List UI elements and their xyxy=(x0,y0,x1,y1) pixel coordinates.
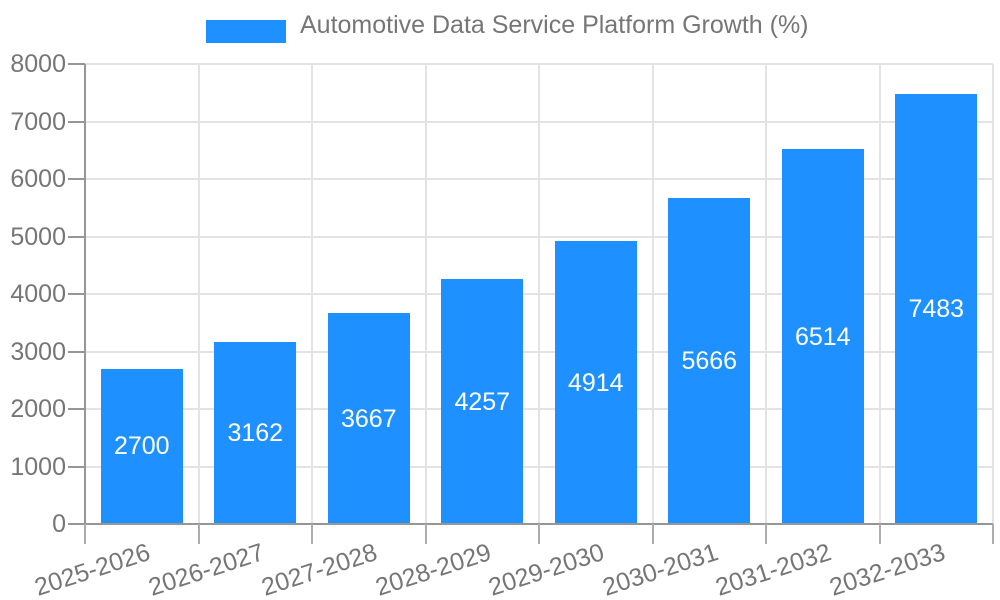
x-gridline xyxy=(424,64,427,524)
x-axis-label: 2026-2027 xyxy=(144,538,268,600)
legend[interactable]: Automotive Data Service Platform Growth … xyxy=(206,13,809,43)
bar-value-label: 4257 xyxy=(454,387,511,416)
x-axis-label: 2025-2026 xyxy=(31,538,154,600)
bar xyxy=(441,279,524,524)
bar xyxy=(554,241,637,524)
x-axis-label: 2029-2030 xyxy=(485,538,608,600)
y-tick xyxy=(68,465,85,468)
legend-label: Automotive Data Service Platform Growth … xyxy=(300,11,809,39)
y-axis-label: 2000 xyxy=(10,395,66,423)
bar xyxy=(781,149,864,524)
y-axis-label: 1000 xyxy=(10,452,66,481)
bar-value-label: 7483 xyxy=(908,294,965,323)
x-gridline xyxy=(878,64,881,524)
x-gridline xyxy=(765,64,767,524)
y-axis-label: 7000 xyxy=(10,107,66,136)
bar-value-label: 2700 xyxy=(113,432,170,461)
y-axis-label: 3000 xyxy=(10,337,66,366)
y-axis-label: 8000 xyxy=(10,50,66,78)
x-gridline xyxy=(538,64,540,524)
x-axis-label: 2031-2032 xyxy=(712,538,835,600)
x-axis-label: 2030-2031 xyxy=(598,538,722,600)
y-axis-label: 4000 xyxy=(10,280,66,308)
x-gridline xyxy=(311,64,313,524)
x-axis-label: 2028-2029 xyxy=(371,538,495,600)
y-tick xyxy=(68,350,85,353)
x-gridline xyxy=(992,64,994,524)
bar xyxy=(895,93,978,524)
y-tick xyxy=(68,408,85,410)
legend-swatch xyxy=(206,20,286,43)
bar-value-label: 6514 xyxy=(794,322,851,351)
y-tick xyxy=(68,63,85,65)
x-tick xyxy=(538,524,540,544)
bar-value-label: 3667 xyxy=(340,404,397,433)
x-tick xyxy=(84,524,86,544)
x-tick xyxy=(765,524,767,544)
y-axis-line xyxy=(84,64,86,524)
x-tick xyxy=(878,524,881,544)
x-tick xyxy=(424,524,427,544)
x-tick xyxy=(651,524,654,544)
x-axis-label: 2027-2028 xyxy=(258,538,381,600)
y-axis-label: 6000 xyxy=(10,165,66,193)
bar xyxy=(100,368,183,524)
x-axis-label: 2032-2033 xyxy=(825,538,949,600)
bar-value-label: 5666 xyxy=(681,347,738,376)
bar xyxy=(214,342,297,524)
x-tick xyxy=(992,524,994,544)
y-tick xyxy=(68,293,85,295)
bar-value-label: 3162 xyxy=(227,419,284,448)
x-gridline xyxy=(197,64,200,524)
x-tick xyxy=(311,524,313,544)
bar xyxy=(327,313,410,524)
x-gridline xyxy=(651,64,654,524)
y-tick xyxy=(68,120,85,123)
bar-value-label: 4914 xyxy=(567,368,624,397)
y-axis-label: 5000 xyxy=(10,222,66,251)
y-tick xyxy=(68,235,85,238)
bar xyxy=(668,198,751,524)
y-tick xyxy=(68,178,85,180)
y-axis-label: 0 xyxy=(52,510,66,538)
y-tick xyxy=(68,523,85,525)
x-tick xyxy=(197,524,200,544)
